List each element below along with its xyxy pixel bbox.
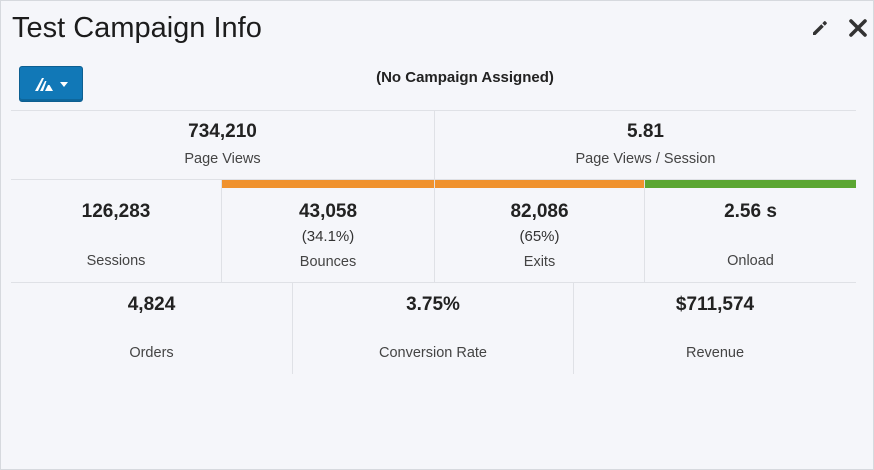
divider (292, 283, 293, 374)
metric-page-views: 734,210 Page Views (11, 121, 434, 167)
campaign-select-button[interactable] (19, 66, 83, 102)
panel-title: Test Campaign Info (12, 12, 262, 44)
campaign-status: (No Campaign Assigned) (376, 69, 554, 86)
divider (221, 180, 222, 282)
metric-label: Bounces (299, 254, 357, 270)
metric-sessions: 126,283 Sessions (11, 201, 221, 269)
close-icon[interactable] (847, 17, 869, 39)
metric-percent: (34.1%) (301, 228, 355, 245)
metric-label: Exits (523, 254, 556, 270)
divider (11, 282, 856, 283)
metric-label: Page Views / Session (575, 151, 716, 167)
metric-label: Page Views (184, 151, 261, 167)
divider (434, 111, 435, 179)
metric-value: 2.56 s (724, 201, 777, 222)
metric-label: Onload (727, 253, 774, 269)
metric-exits: 82,086 (65%) Exits (435, 201, 644, 270)
bounces-status-bar (222, 180, 434, 188)
metric-percent: (65%) (519, 228, 560, 245)
metric-page-views-per-session: 5.81 Page Views / Session (435, 121, 856, 167)
divider (11, 179, 856, 180)
metric-value: 3.75% (406, 294, 460, 315)
metric-value: 4,824 (127, 294, 176, 315)
campaign-logo-icon (35, 78, 53, 91)
onload-status-bar (645, 180, 856, 188)
metric-value: 82,086 (510, 201, 569, 222)
divider (11, 110, 856, 111)
metric-revenue: $711,574 Revenue (574, 294, 856, 361)
metric-label: Revenue (685, 345, 745, 361)
divider (434, 180, 435, 282)
metric-value: 734,210 (188, 121, 257, 142)
exits-status-bar (435, 180, 644, 188)
metric-bounces: 43,058 (34.1%) Bounces (222, 201, 434, 270)
metric-value: 5.81 (627, 121, 664, 142)
metric-label: Orders (129, 345, 174, 361)
metric-value: 126,283 (81, 201, 151, 222)
divider (644, 180, 645, 282)
metric-value: $711,574 (675, 294, 755, 315)
metric-onload: 2.56 s Onload (645, 201, 856, 269)
metric-orders: 4,824 Orders (11, 294, 292, 361)
metric-conversion-rate: 3.75% Conversion Rate (293, 294, 573, 361)
metric-label: Conversion Rate (379, 345, 487, 361)
divider (573, 283, 574, 374)
chevron-down-icon (60, 81, 68, 87)
pencil-icon[interactable] (811, 19, 829, 37)
metric-value: 43,058 (298, 201, 358, 222)
metric-label: Sessions (86, 253, 146, 269)
